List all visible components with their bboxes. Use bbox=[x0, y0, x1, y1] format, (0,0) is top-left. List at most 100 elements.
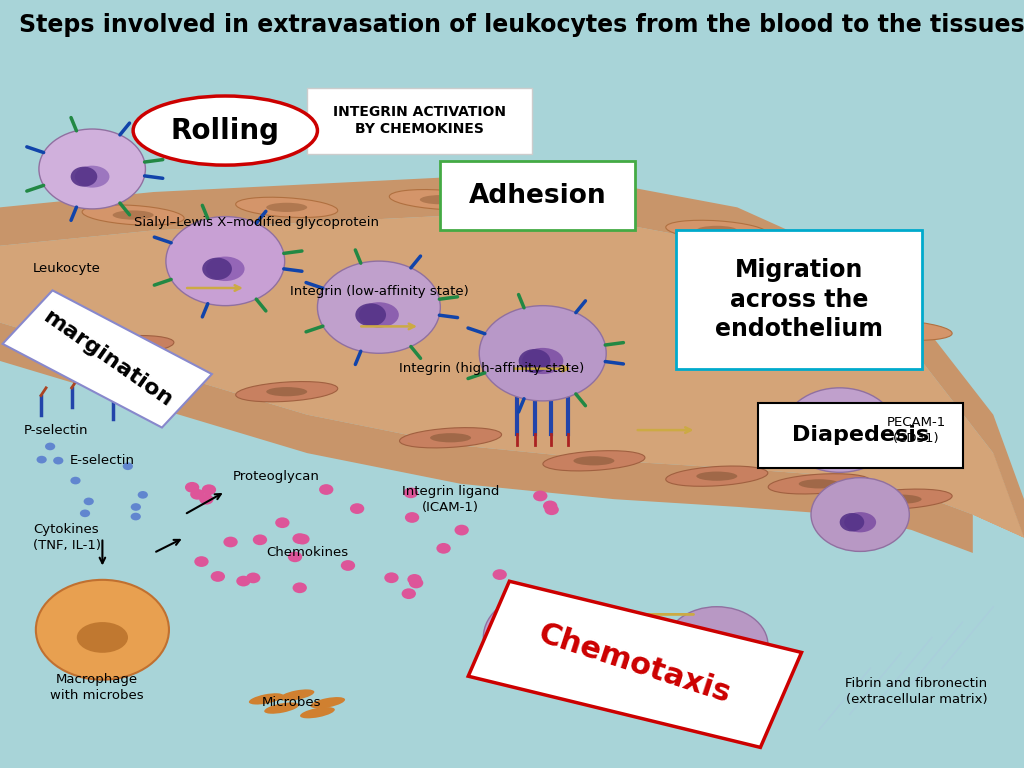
Circle shape bbox=[137, 491, 147, 498]
Ellipse shape bbox=[523, 633, 562, 657]
Ellipse shape bbox=[310, 697, 345, 708]
FancyBboxPatch shape bbox=[758, 403, 963, 468]
Ellipse shape bbox=[543, 451, 645, 471]
Circle shape bbox=[403, 488, 418, 498]
Ellipse shape bbox=[696, 226, 737, 235]
Text: Sialyl–Lewis X–modified glycoprotein: Sialyl–Lewis X–modified glycoprotein bbox=[133, 217, 379, 229]
Circle shape bbox=[479, 306, 606, 401]
Ellipse shape bbox=[389, 190, 492, 210]
Circle shape bbox=[53, 457, 63, 465]
Circle shape bbox=[190, 489, 205, 500]
FancyBboxPatch shape bbox=[440, 161, 635, 230]
Circle shape bbox=[246, 572, 260, 583]
Circle shape bbox=[199, 494, 213, 505]
Circle shape bbox=[840, 513, 864, 531]
Circle shape bbox=[341, 560, 355, 571]
Ellipse shape bbox=[573, 456, 614, 465]
Circle shape bbox=[545, 505, 559, 515]
Text: margination: margination bbox=[39, 306, 176, 411]
Circle shape bbox=[293, 533, 307, 544]
Circle shape bbox=[71, 477, 81, 485]
Circle shape bbox=[80, 509, 90, 517]
Text: INTEGRIN ACTIVATION
BY CHEMOKINES: INTEGRIN ACTIVATION BY CHEMOKINES bbox=[334, 105, 506, 136]
Circle shape bbox=[384, 572, 398, 583]
Circle shape bbox=[436, 543, 451, 554]
Ellipse shape bbox=[844, 512, 877, 532]
Circle shape bbox=[202, 257, 232, 280]
Circle shape bbox=[543, 501, 557, 511]
Ellipse shape bbox=[768, 474, 870, 494]
Text: Adhesion: Adhesion bbox=[469, 183, 606, 209]
Text: Integrin ligand
(ICAM-1): Integrin ligand (ICAM-1) bbox=[401, 485, 500, 514]
Ellipse shape bbox=[850, 489, 952, 509]
Circle shape bbox=[319, 484, 334, 495]
Ellipse shape bbox=[881, 495, 922, 504]
Ellipse shape bbox=[82, 205, 184, 225]
Circle shape bbox=[185, 482, 200, 493]
Circle shape bbox=[166, 217, 285, 306]
Ellipse shape bbox=[532, 197, 635, 217]
Ellipse shape bbox=[133, 96, 317, 165]
Ellipse shape bbox=[75, 166, 110, 187]
Circle shape bbox=[355, 303, 386, 326]
Ellipse shape bbox=[666, 220, 768, 240]
Circle shape bbox=[131, 513, 141, 521]
Circle shape bbox=[520, 634, 549, 656]
Circle shape bbox=[45, 442, 55, 450]
Circle shape bbox=[519, 349, 551, 373]
Circle shape bbox=[253, 535, 267, 545]
Polygon shape bbox=[0, 215, 1024, 538]
Text: Macrophage
with microbes: Macrophage with microbes bbox=[50, 673, 144, 702]
Ellipse shape bbox=[72, 336, 174, 356]
Ellipse shape bbox=[399, 428, 502, 448]
Text: Chemotaxis: Chemotaxis bbox=[535, 620, 735, 709]
Circle shape bbox=[696, 644, 721, 662]
Text: Diapedesis: Diapedesis bbox=[792, 425, 929, 445]
FancyBboxPatch shape bbox=[3, 290, 212, 428]
Text: P-selectin: P-selectin bbox=[25, 424, 88, 436]
Ellipse shape bbox=[799, 479, 840, 488]
Circle shape bbox=[295, 534, 309, 545]
Ellipse shape bbox=[102, 341, 143, 350]
Ellipse shape bbox=[430, 433, 471, 442]
Circle shape bbox=[493, 569, 507, 580]
Circle shape bbox=[275, 518, 290, 528]
Circle shape bbox=[317, 261, 440, 353]
Circle shape bbox=[455, 525, 469, 535]
Ellipse shape bbox=[249, 694, 284, 704]
Ellipse shape bbox=[280, 690, 314, 700]
Text: Leukocyte: Leukocyte bbox=[33, 263, 100, 275]
Polygon shape bbox=[0, 177, 1024, 538]
Circle shape bbox=[293, 582, 307, 593]
Text: Proteoglycan: Proteoglycan bbox=[233, 470, 319, 482]
Circle shape bbox=[409, 578, 423, 588]
Circle shape bbox=[534, 491, 548, 502]
Circle shape bbox=[211, 571, 225, 582]
Circle shape bbox=[37, 455, 47, 463]
Text: Integrin (high-affinity state): Integrin (high-affinity state) bbox=[399, 362, 584, 375]
Ellipse shape bbox=[77, 622, 128, 653]
Circle shape bbox=[811, 478, 909, 551]
Text: Microbes: Microbes bbox=[262, 697, 322, 709]
Ellipse shape bbox=[696, 472, 737, 481]
Text: PECAM-1
(CD31): PECAM-1 (CD31) bbox=[887, 415, 946, 445]
Text: E-selectin: E-selectin bbox=[70, 455, 135, 467]
Ellipse shape bbox=[881, 326, 922, 335]
Text: Cytokines
(TNF, IL-1): Cytokines (TNF, IL-1) bbox=[33, 523, 100, 552]
Circle shape bbox=[36, 580, 169, 680]
Circle shape bbox=[84, 498, 94, 505]
Circle shape bbox=[483, 593, 602, 682]
Ellipse shape bbox=[768, 259, 870, 279]
Text: Steps involved in extravasation of leukocytes from the blood to the tissues: Steps involved in extravasation of leuko… bbox=[19, 13, 1024, 37]
Ellipse shape bbox=[420, 195, 461, 204]
Circle shape bbox=[131, 503, 141, 511]
Ellipse shape bbox=[113, 210, 154, 220]
Ellipse shape bbox=[666, 466, 768, 486]
Ellipse shape bbox=[264, 703, 299, 713]
Ellipse shape bbox=[850, 320, 952, 340]
Polygon shape bbox=[0, 323, 973, 553]
Ellipse shape bbox=[236, 197, 338, 217]
Ellipse shape bbox=[799, 264, 840, 273]
Ellipse shape bbox=[300, 707, 335, 718]
Ellipse shape bbox=[358, 302, 399, 328]
